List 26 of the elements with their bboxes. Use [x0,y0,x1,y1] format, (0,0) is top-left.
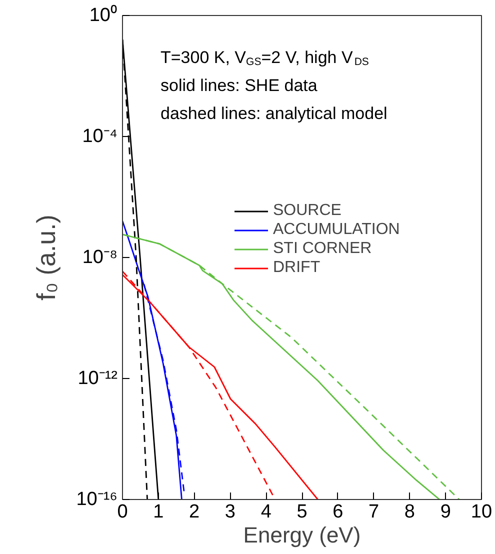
x-tick-label: 8 [404,502,415,522]
annotation: dashed lines: analytical model [160,104,388,123]
x-tick-label: 7 [368,502,380,522]
y-tick-label: 10⁻⁴ [82,126,118,147]
x-tick-label: 6 [332,502,344,522]
x-tick-label: 0 [117,502,128,522]
x-tick-label: 4 [260,502,272,522]
y-tick-label: 10⁻¹² [78,368,118,389]
legend-label: ACCUMULATION [273,221,400,239]
x-tick-label: 2 [189,502,200,522]
x-tick-label: 10 [470,502,492,522]
line-series [122,274,318,500]
x-axis-title: Energy (eV) [243,522,361,548]
y-tick-label: 10⁻¹⁶ [76,489,118,510]
legend-label: DRIFT [273,259,320,277]
y-tick-label: 10⁻⁸ [82,247,118,268]
x-tick-label: 1 [153,502,164,522]
legend-label: SOURCE [273,202,342,220]
line-series [122,220,182,500]
x-tick-label: 3 [224,502,236,522]
y-tick-label: 10⁰ [89,4,118,26]
y-axis-title: f₀ (a.u.) [31,214,62,300]
annotation: solid lines: SHE data [160,76,318,95]
x-tick-label: 5 [296,502,308,522]
x-tick-label: 9 [440,502,451,522]
legend-label: STI CORNER [273,240,372,258]
